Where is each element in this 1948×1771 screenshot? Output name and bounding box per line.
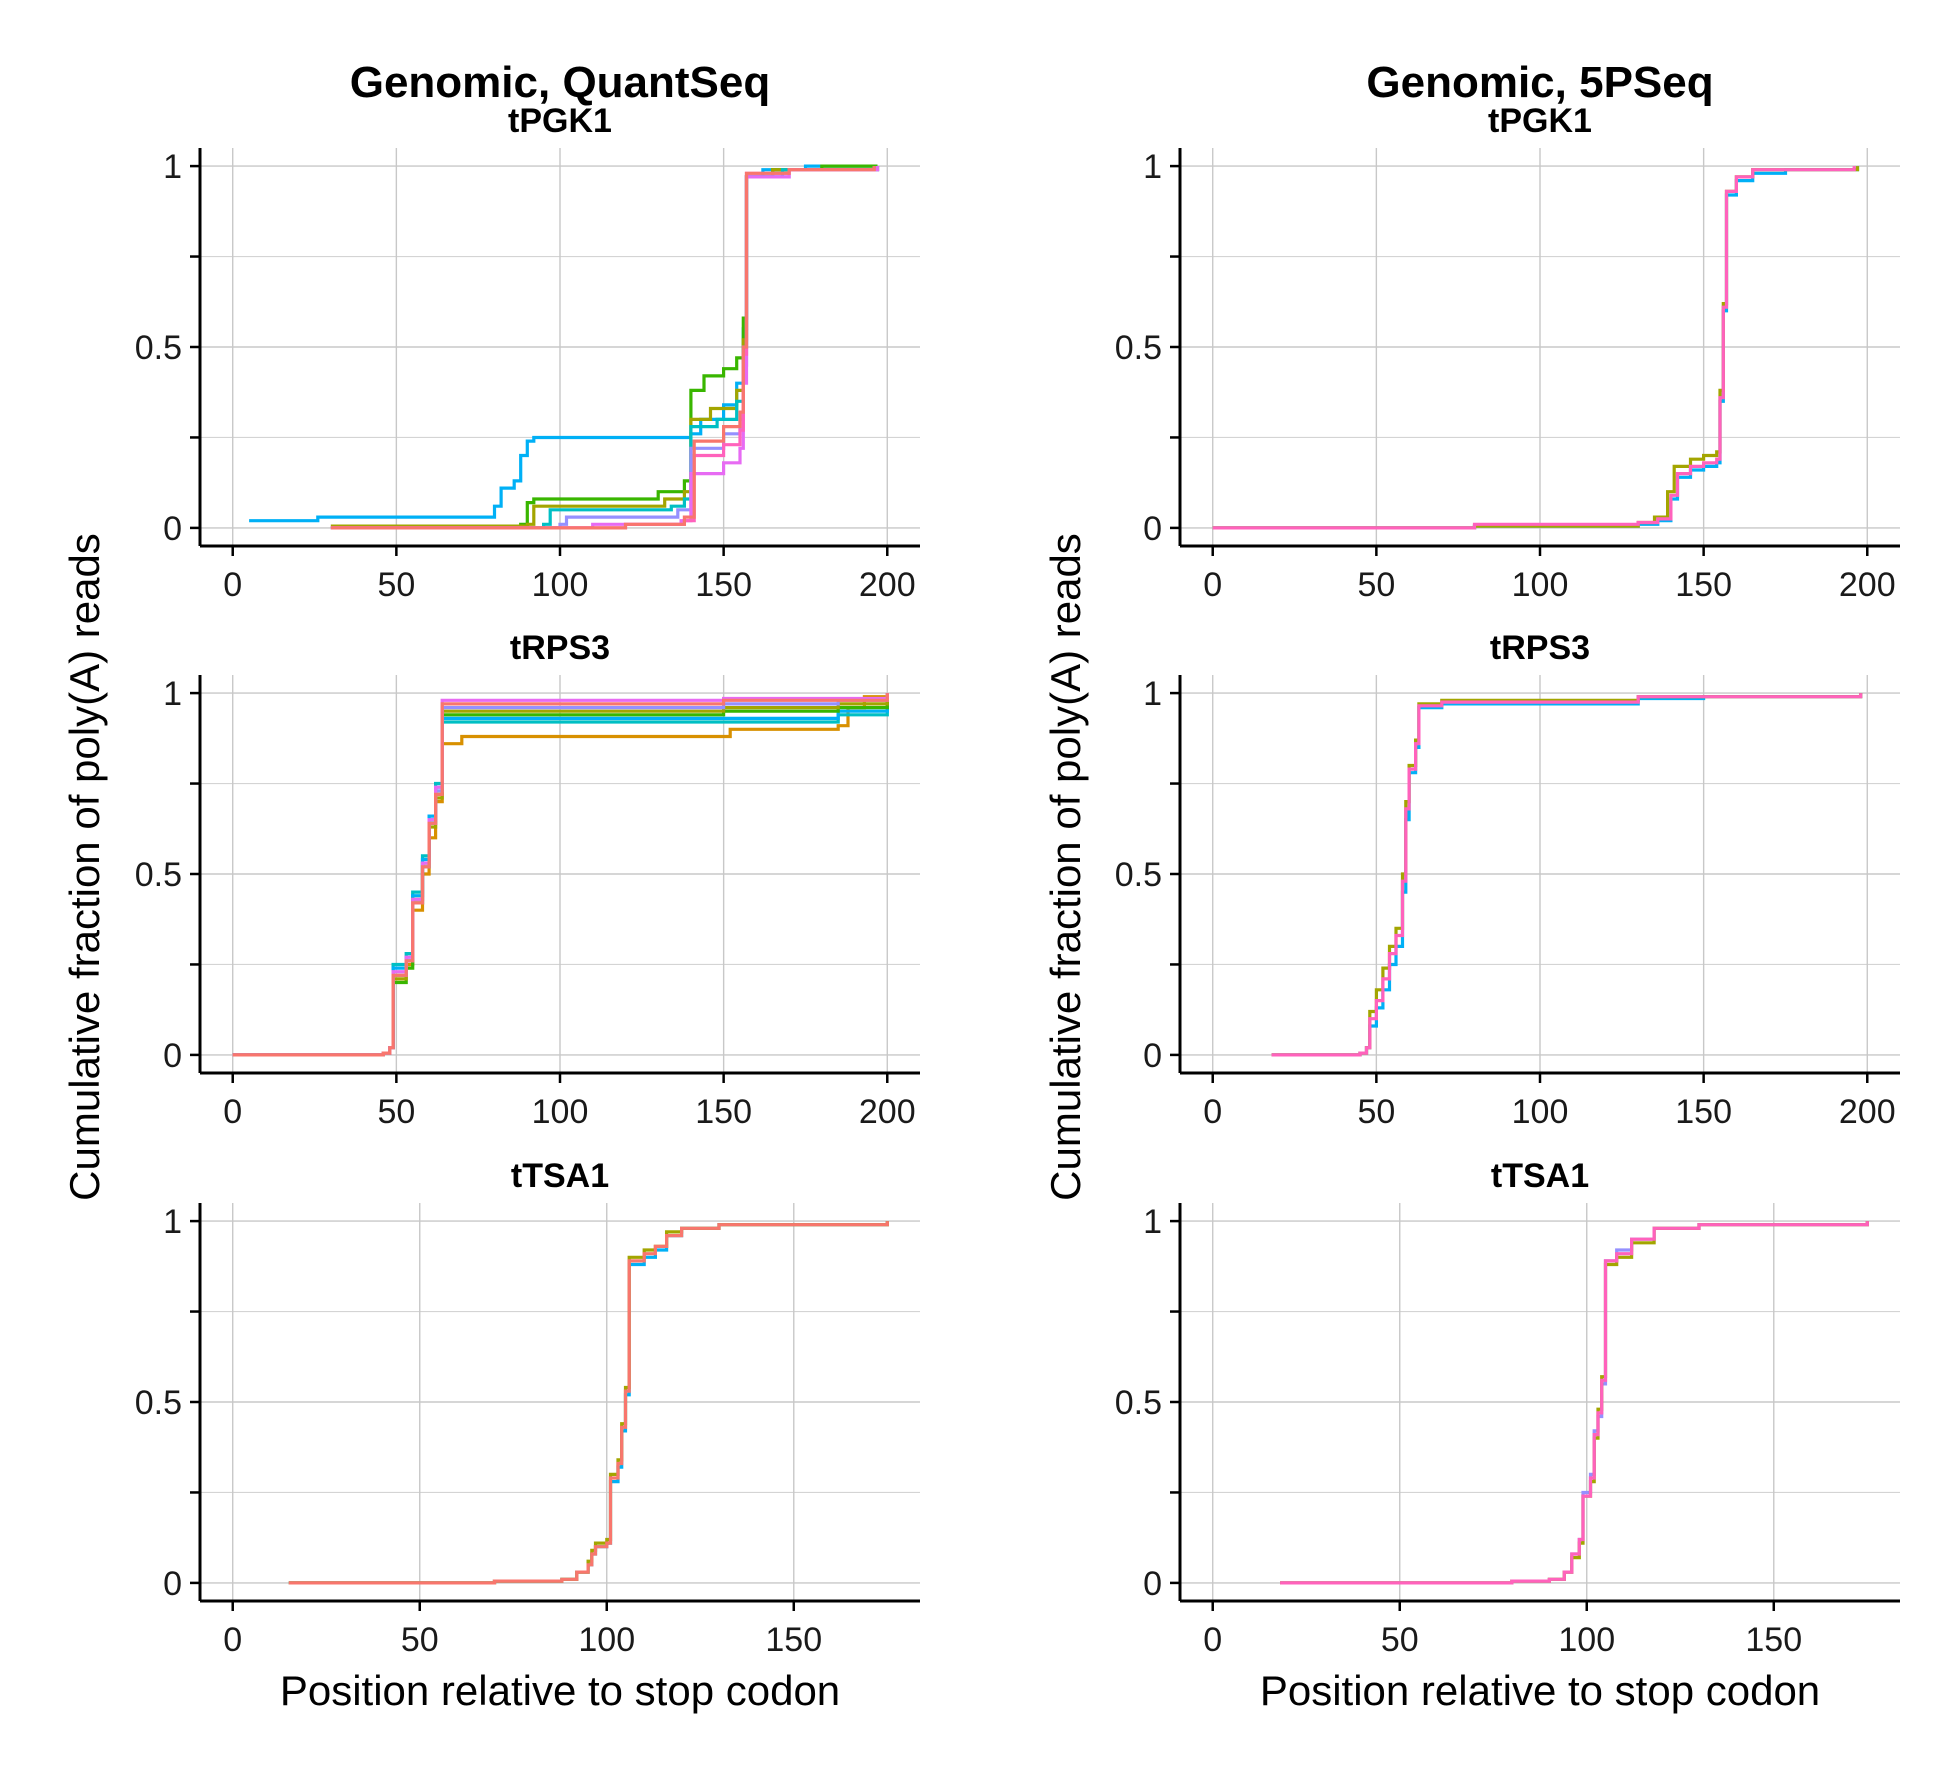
- series-line: [330, 164, 878, 528]
- x-tick-label: 100: [1512, 566, 1569, 604]
- y-tick-label: 0: [1143, 1037, 1162, 1075]
- x-tick-label: 0: [1203, 566, 1222, 604]
- x-tick-label: 100: [1558, 1621, 1615, 1659]
- y-tick-label: 0.5: [1115, 329, 1162, 367]
- x-tick-label: 50: [377, 566, 415, 604]
- series-line: [232, 693, 889, 1057]
- x-tick-label: 150: [695, 1093, 752, 1131]
- y-tick-label: 0.5: [1115, 856, 1162, 894]
- x-tick-label: 150: [1675, 566, 1732, 604]
- x-tick-label: 150: [695, 566, 752, 604]
- x-tick-label: 0: [223, 1093, 242, 1131]
- panel-title: tTSA1: [1491, 1157, 1589, 1195]
- panel-title: tRPS3: [1490, 629, 1590, 667]
- x-tick-label: 0: [1203, 1621, 1222, 1659]
- x-axis-label-right: Position relative to stop codon: [1259, 1667, 1821, 1714]
- y-tick-label: 0: [163, 1565, 182, 1603]
- x-tick-label: 200: [859, 566, 916, 604]
- x-tick-label: 50: [1381, 1621, 1419, 1659]
- series-line: [1271, 693, 1863, 1057]
- y-tick-label: 0.5: [1115, 1384, 1162, 1422]
- panel-title: tPGK1: [1488, 102, 1592, 140]
- y-tick-label: 0.5: [135, 1384, 182, 1422]
- panel-trps3-quantseq: tRPS3 0 0.5 1 0 50 100 150 200: [135, 629, 920, 1131]
- x-tick-label: 100: [532, 1093, 589, 1131]
- x-tick-label: 150: [1675, 1093, 1732, 1131]
- x-tick-label: 200: [1839, 566, 1896, 604]
- x-axis-label-left: Position relative to stop codon: [279, 1667, 841, 1714]
- series-line: [1212, 166, 1856, 530]
- panel-ttsa1-quantseq: tTSA1 0 0.5 1 0 50 100 150: [135, 1157, 920, 1659]
- x-tick-label: 150: [765, 1621, 822, 1659]
- x-tick-label: 100: [1512, 1093, 1569, 1131]
- y-tick-label: 0: [1143, 510, 1162, 548]
- x-tick-label: 50: [377, 1093, 415, 1131]
- y-tick-label: 1: [163, 675, 182, 713]
- panel-tpgk1-5pseq: tPGK1 0 0.5 1 0 50 100 150 200: [1115, 102, 1900, 604]
- panel-ttsa1-5pseq: tTSA1 0 0.5 1 0 50 100 150: [1115, 1157, 1900, 1659]
- y-tick-label: 1: [1143, 675, 1162, 713]
- series-line: [330, 166, 880, 528]
- x-tick-label: 100: [578, 1621, 635, 1659]
- y-tick-label: 1: [1143, 1203, 1162, 1241]
- series-line: [1280, 1221, 1869, 1585]
- panel-tpgk1-quantseq: tPGK1 0 0.5 1 0 50 100 150 200: [135, 102, 920, 604]
- x-tick-label: 100: [532, 566, 589, 604]
- series-line: [288, 1221, 889, 1585]
- panel-title: tTSA1: [511, 1157, 609, 1195]
- y-tick-label: 0.5: [135, 856, 182, 894]
- x-tick-label: 50: [401, 1621, 439, 1659]
- x-tick-label: 50: [1357, 1093, 1395, 1131]
- x-tick-label: 0: [223, 566, 242, 604]
- x-tick-label: 50: [1357, 566, 1395, 604]
- panel-title: tPGK1: [508, 102, 612, 140]
- y-tick-label: 0: [163, 510, 182, 548]
- y-tick-label: 0: [163, 1037, 182, 1075]
- x-tick-label: 150: [1745, 1621, 1802, 1659]
- y-tick-label: 0: [1143, 1565, 1162, 1603]
- series-line: [330, 166, 876, 530]
- y-tick-label: 1: [163, 148, 182, 186]
- x-tick-label: 200: [1839, 1093, 1896, 1131]
- panel-title: tRPS3: [510, 629, 610, 667]
- y-tick-label: 1: [163, 1203, 182, 1241]
- column-title-right: Genomic, 5PSeq: [1366, 58, 1714, 107]
- panel-trps3-5pseq: tRPS3 0 0.5 1 0 50 100 150 200: [1115, 629, 1900, 1131]
- x-tick-label: 0: [223, 1621, 242, 1659]
- x-tick-label: 200: [859, 1093, 916, 1131]
- series-line: [1212, 166, 1860, 530]
- y-tick-label: 1: [1143, 148, 1162, 186]
- series-line: [249, 164, 878, 523]
- x-tick-label: 0: [1203, 1093, 1222, 1131]
- y-tick-label: 0.5: [135, 329, 182, 367]
- column-title-left: Genomic, QuantSeq: [349, 58, 771, 107]
